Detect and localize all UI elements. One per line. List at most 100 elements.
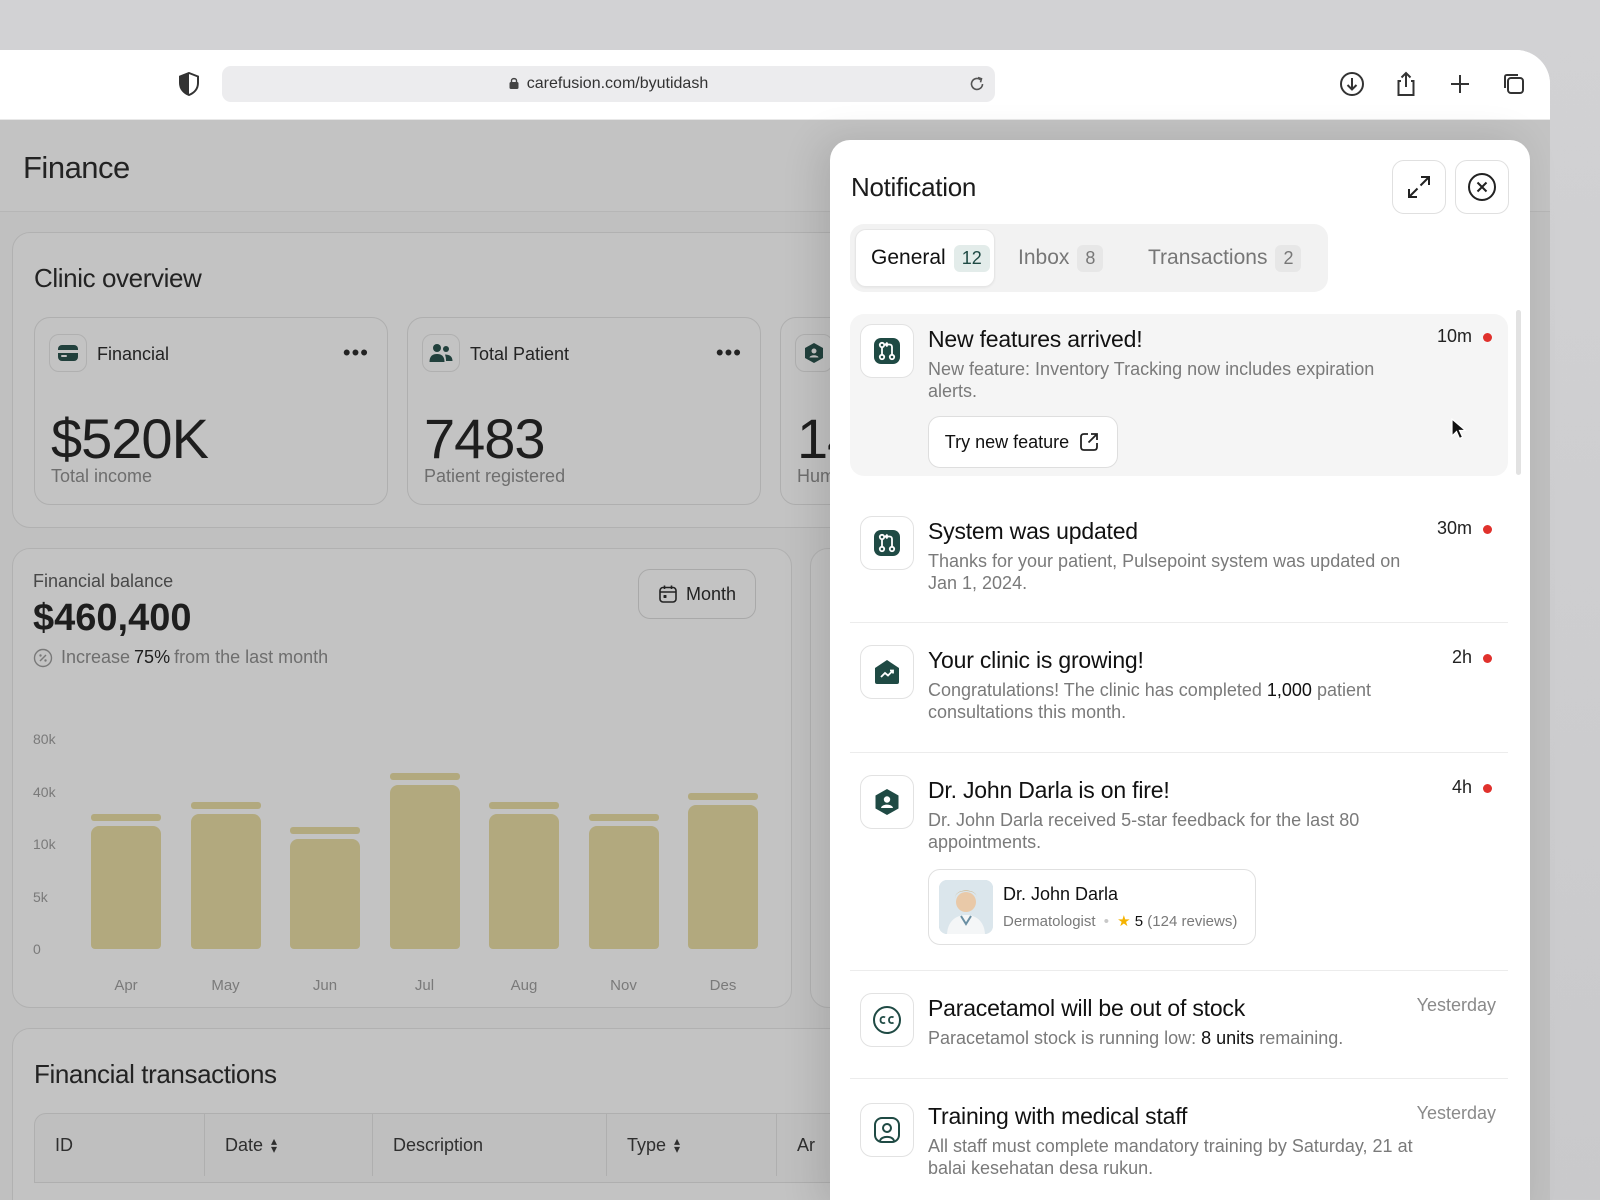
git-pull-request-icon — [860, 516, 914, 570]
financial-stat-card: Financial ••• $520K Total income — [34, 317, 388, 505]
user-square-icon — [860, 1103, 914, 1157]
download-icon[interactable] — [1338, 70, 1366, 98]
bar-aug[interactable] — [489, 814, 559, 949]
notification-item[interactable]: System was updated Thanks for your patie… — [850, 492, 1508, 623]
close-icon — [1468, 173, 1496, 201]
notification-title: New features arrived! — [928, 326, 1143, 352]
financial-balance-card: Financial balance $460,400 Increase 75% … — [12, 548, 792, 1008]
expand-button[interactable] — [1392, 160, 1446, 214]
notification-title: Notification — [851, 172, 977, 202]
notification-item[interactable]: New features arrived! New feature: Inven… — [850, 314, 1508, 476]
bar-des[interactable] — [688, 805, 758, 949]
bar-cap — [290, 827, 360, 834]
tab-transactions[interactable]: Transactions 2 — [1130, 229, 1320, 287]
external-link-icon — [1080, 433, 1099, 451]
try-new-feature-button[interactable]: Try new feature — [928, 416, 1118, 468]
notification-item[interactable]: Paracetamol will be out of stock Paracet… — [850, 971, 1508, 1079]
doctor-name: Dr. John Darla — [1003, 884, 1119, 904]
tab-count: 2 — [1275, 244, 1302, 272]
x-axis-tick: May — [211, 977, 240, 994]
stat-label: Financial — [97, 344, 170, 364]
scrollbar[interactable] — [1516, 310, 1521, 475]
browser-toolbar: carefusion.com/byutidash — [0, 50, 1550, 120]
unread-dot — [1483, 525, 1492, 534]
bar-jun[interactable] — [290, 839, 360, 949]
reload-icon[interactable] — [967, 74, 987, 94]
increase-suffix: from the last month — [174, 647, 329, 667]
financial-bar-chart: 80k 40k 10k 5k 0 Apr May Jun Jul Aug Nov Des — [13, 549, 793, 1009]
column-header-id[interactable]: ID — [35, 1114, 205, 1176]
column-header-date[interactable]: Date ▴ ▾ — [205, 1114, 373, 1176]
url-text: carefusion.com/byutidash — [526, 75, 709, 92]
notification-panel: Notification General 12 Inbox 8 Transactio… — [830, 140, 1530, 1200]
notification-item[interactable]: Your clinic is growing! Congratulations!… — [850, 623, 1508, 753]
bar-cap — [190, 802, 261, 809]
close-button[interactable] — [1455, 160, 1509, 214]
notification-description: All staff must complete mandatory traini… — [928, 1136, 1413, 1178]
bar-cap — [389, 773, 460, 780]
doctor-card[interactable]: Dr. John Darla Dermatologist • ★ 5 (124 … — [928, 869, 1256, 945]
notification-description: Congratulations! The clinic has complete… — [928, 680, 1371, 722]
star-icon: ★ — [1117, 913, 1131, 930]
notification-item[interactable]: Dr. John Darla is on fire! Dr. John Darl… — [850, 753, 1508, 971]
notification-title: Dr. John Darla is on fire! — [928, 777, 1170, 803]
notification-item[interactable]: Training with medical staff All staff mu… — [850, 1079, 1508, 1200]
more-options-icon[interactable]: ••• — [715, 340, 742, 365]
x-axis-tick: Des — [709, 977, 737, 994]
x-axis-tick: Apr — [114, 977, 138, 994]
doctor-meta: Dermatologist • ★ 5 (124 reviews) — [1003, 913, 1238, 930]
address-bar[interactable]: carefusion.com/byutidash — [222, 66, 995, 102]
notification-title: System was updated — [928, 518, 1138, 544]
unread-dot — [1483, 333, 1492, 342]
notification-time: Yesterday — [1416, 1103, 1496, 1123]
period-select-button[interactable]: Month — [638, 569, 756, 619]
percent-badge-icon — [33, 648, 53, 667]
share-icon[interactable] — [1392, 70, 1420, 98]
notification-description: Thanks for your patient, Pulsepoint syst… — [928, 551, 1401, 593]
bar-nov[interactable] — [588, 826, 659, 949]
expand-icon — [1408, 176, 1430, 198]
tab-general[interactable]: General 12 — [855, 229, 995, 287]
notification-time: 2h — [1451, 647, 1472, 667]
new-tab-icon[interactable] — [1446, 70, 1474, 98]
doctor-avatar — [939, 880, 993, 934]
y-axis-tick: 10k — [33, 836, 56, 852]
bar-cap — [91, 814, 161, 821]
bar-cap — [588, 814, 659, 821]
unread-dot — [1483, 654, 1492, 663]
y-axis-tick: 40k — [33, 783, 56, 800]
column-header-type[interactable]: Type ▴ ▾ — [607, 1114, 777, 1176]
bar-may[interactable] — [190, 814, 261, 949]
y-axis-tick: 5k — [33, 888, 48, 905]
sort-icon: ▴ ▾ — [271, 1134, 278, 1156]
tabs-overview-icon[interactable] — [1500, 70, 1528, 98]
bar-cap — [688, 793, 758, 800]
x-axis-tick: Aug — [510, 977, 538, 994]
stat-subtitle: Patient registered — [424, 466, 566, 486]
total-patient-stat-card: Total Patient ••• 7483 Patient registere… — [407, 317, 761, 505]
bar-apr[interactable] — [91, 826, 161, 949]
notification-tabs: General 12 Inbox 8 Transactions 2 — [850, 224, 1328, 292]
column-header-description[interactable]: Description — [373, 1114, 607, 1176]
git-pull-request-icon — [860, 324, 914, 378]
notification-time: 10m — [1436, 326, 1472, 346]
notification-description: Dr. John Darla received 5-star feedback … — [928, 810, 1360, 852]
increase-prefix: Increase — [61, 647, 131, 667]
y-axis-tick: 0 — [33, 941, 41, 957]
stat-subtitle: Total income — [51, 466, 153, 486]
bar-jul[interactable] — [389, 785, 460, 949]
y-axis-tick: 80k — [33, 731, 56, 747]
tab-inbox[interactable]: Inbox 8 — [1000, 229, 1122, 287]
stat-value: $520K — [51, 407, 209, 470]
shield-icon[interactable] — [178, 72, 200, 96]
stat-value: 7483 — [424, 407, 546, 470]
more-options-icon[interactable]: ••• — [342, 340, 369, 365]
notification-time: 4h — [1451, 777, 1472, 797]
financial-balance-label: Financial balance — [33, 571, 174, 591]
column-header-amount[interactable]: Ar — [797, 1134, 815, 1155]
notification-time: Yesterday — [1416, 995, 1496, 1015]
notification-description: Paracetamol stock is running low: 8 unit… — [928, 1028, 1344, 1048]
notification-title: Your clinic is growing! — [928, 647, 1144, 673]
financial-balance-value: $460,400 — [33, 597, 192, 639]
mouse-cursor-icon — [1451, 418, 1468, 440]
